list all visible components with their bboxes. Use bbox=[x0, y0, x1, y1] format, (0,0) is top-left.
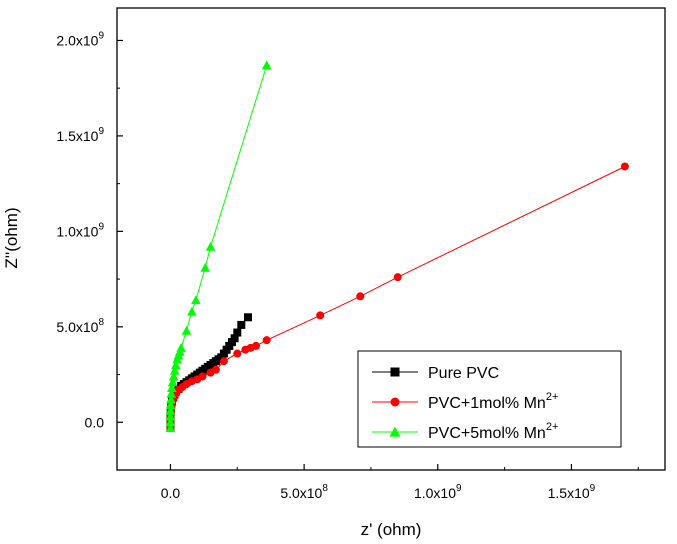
data-point bbox=[165, 411, 176, 421]
data-point bbox=[219, 357, 228, 366]
data-point bbox=[393, 273, 402, 282]
x-tick-label: 1.5x109 bbox=[548, 483, 596, 501]
legend-marker bbox=[389, 426, 401, 437]
data-point bbox=[252, 341, 261, 350]
y-axis-title: Z''(ohm) bbox=[2, 207, 21, 268]
data-point bbox=[166, 394, 176, 404]
series-triangle bbox=[165, 60, 272, 433]
data-point bbox=[191, 295, 201, 305]
y-tick-label: 5.0x108 bbox=[56, 317, 104, 335]
data-point bbox=[230, 334, 239, 343]
legend: Pure PVC PVC+1mol% Mn2+ PVC+5mol% Mn2+ bbox=[357, 350, 622, 448]
data-point bbox=[166, 388, 177, 398]
data-point bbox=[165, 417, 176, 427]
data-point bbox=[243, 313, 252, 322]
legend-items: Pure PVC PVC+1mol% Mn2+ PVC+5mol% Mn2+ bbox=[372, 365, 558, 442]
y-tick-label: 2.0x109 bbox=[56, 30, 104, 48]
data-point bbox=[171, 360, 181, 370]
x-axis-title: z' (ohm) bbox=[361, 520, 422, 539]
data-point bbox=[356, 292, 365, 301]
legend-label: PVC+5mol% Mn2+ bbox=[428, 421, 558, 442]
data-point bbox=[261, 60, 272, 70]
data-point bbox=[205, 241, 216, 251]
data-point bbox=[168, 371, 179, 381]
data-point bbox=[187, 306, 197, 316]
legend-box bbox=[357, 350, 622, 448]
data-point bbox=[167, 383, 177, 392]
x-axis: 0.0 5.0x108 1.0x109 1.5x109 bbox=[161, 464, 639, 501]
data-point bbox=[233, 328, 242, 337]
data-point bbox=[200, 262, 211, 272]
data-point bbox=[165, 423, 176, 433]
data-point bbox=[167, 377, 178, 387]
data-point bbox=[165, 400, 176, 410]
data-point bbox=[181, 325, 192, 335]
legend-entry: PVC+1mol% Mn2+ bbox=[372, 391, 558, 412]
legend-entry: Pure PVC bbox=[372, 365, 499, 382]
series-layer bbox=[165, 60, 629, 433]
data-point bbox=[316, 311, 325, 320]
legend-entry: PVC+5mol% Mn2+ bbox=[372, 421, 558, 442]
x-tick-label: 0.0 bbox=[161, 485, 181, 501]
legend-marker bbox=[390, 397, 400, 407]
data-point bbox=[176, 343, 186, 352]
data-point bbox=[620, 162, 629, 171]
data-point bbox=[165, 406, 176, 415]
y-tick-label: 1.5x109 bbox=[56, 126, 104, 144]
data-point bbox=[262, 336, 271, 345]
legend-label: Pure PVC bbox=[428, 365, 499, 382]
legend-marker bbox=[390, 367, 400, 377]
y-tick-label: 0.0 bbox=[85, 414, 105, 430]
x-tick-label: 5.0x108 bbox=[280, 483, 328, 501]
legend-label: PVC+1mol% Mn2+ bbox=[428, 391, 558, 412]
data-point bbox=[233, 349, 242, 358]
data-point bbox=[237, 320, 246, 329]
data-point bbox=[198, 372, 207, 381]
data-point bbox=[169, 365, 180, 375]
x-tick-label: 1.0x109 bbox=[414, 483, 462, 501]
y-axis: 0.0 5.0x108 1.0x109 1.5x109 2.0x109 bbox=[56, 30, 123, 430]
data-point bbox=[211, 365, 220, 374]
y-tick-label: 1.0x109 bbox=[56, 221, 104, 239]
